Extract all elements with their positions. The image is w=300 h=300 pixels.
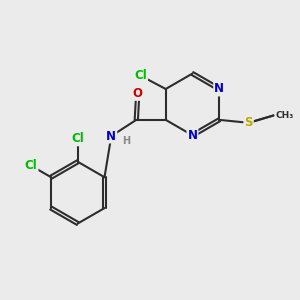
Text: H: H (122, 136, 130, 146)
Text: N: N (106, 130, 116, 142)
Text: CH₃: CH₃ (275, 111, 293, 120)
Text: N: N (188, 129, 197, 142)
Text: Cl: Cl (25, 159, 38, 172)
Text: Cl: Cl (134, 69, 147, 82)
Text: N: N (214, 82, 224, 95)
Text: O: O (133, 87, 143, 100)
Text: Cl: Cl (71, 132, 84, 145)
Text: S: S (244, 116, 253, 129)
